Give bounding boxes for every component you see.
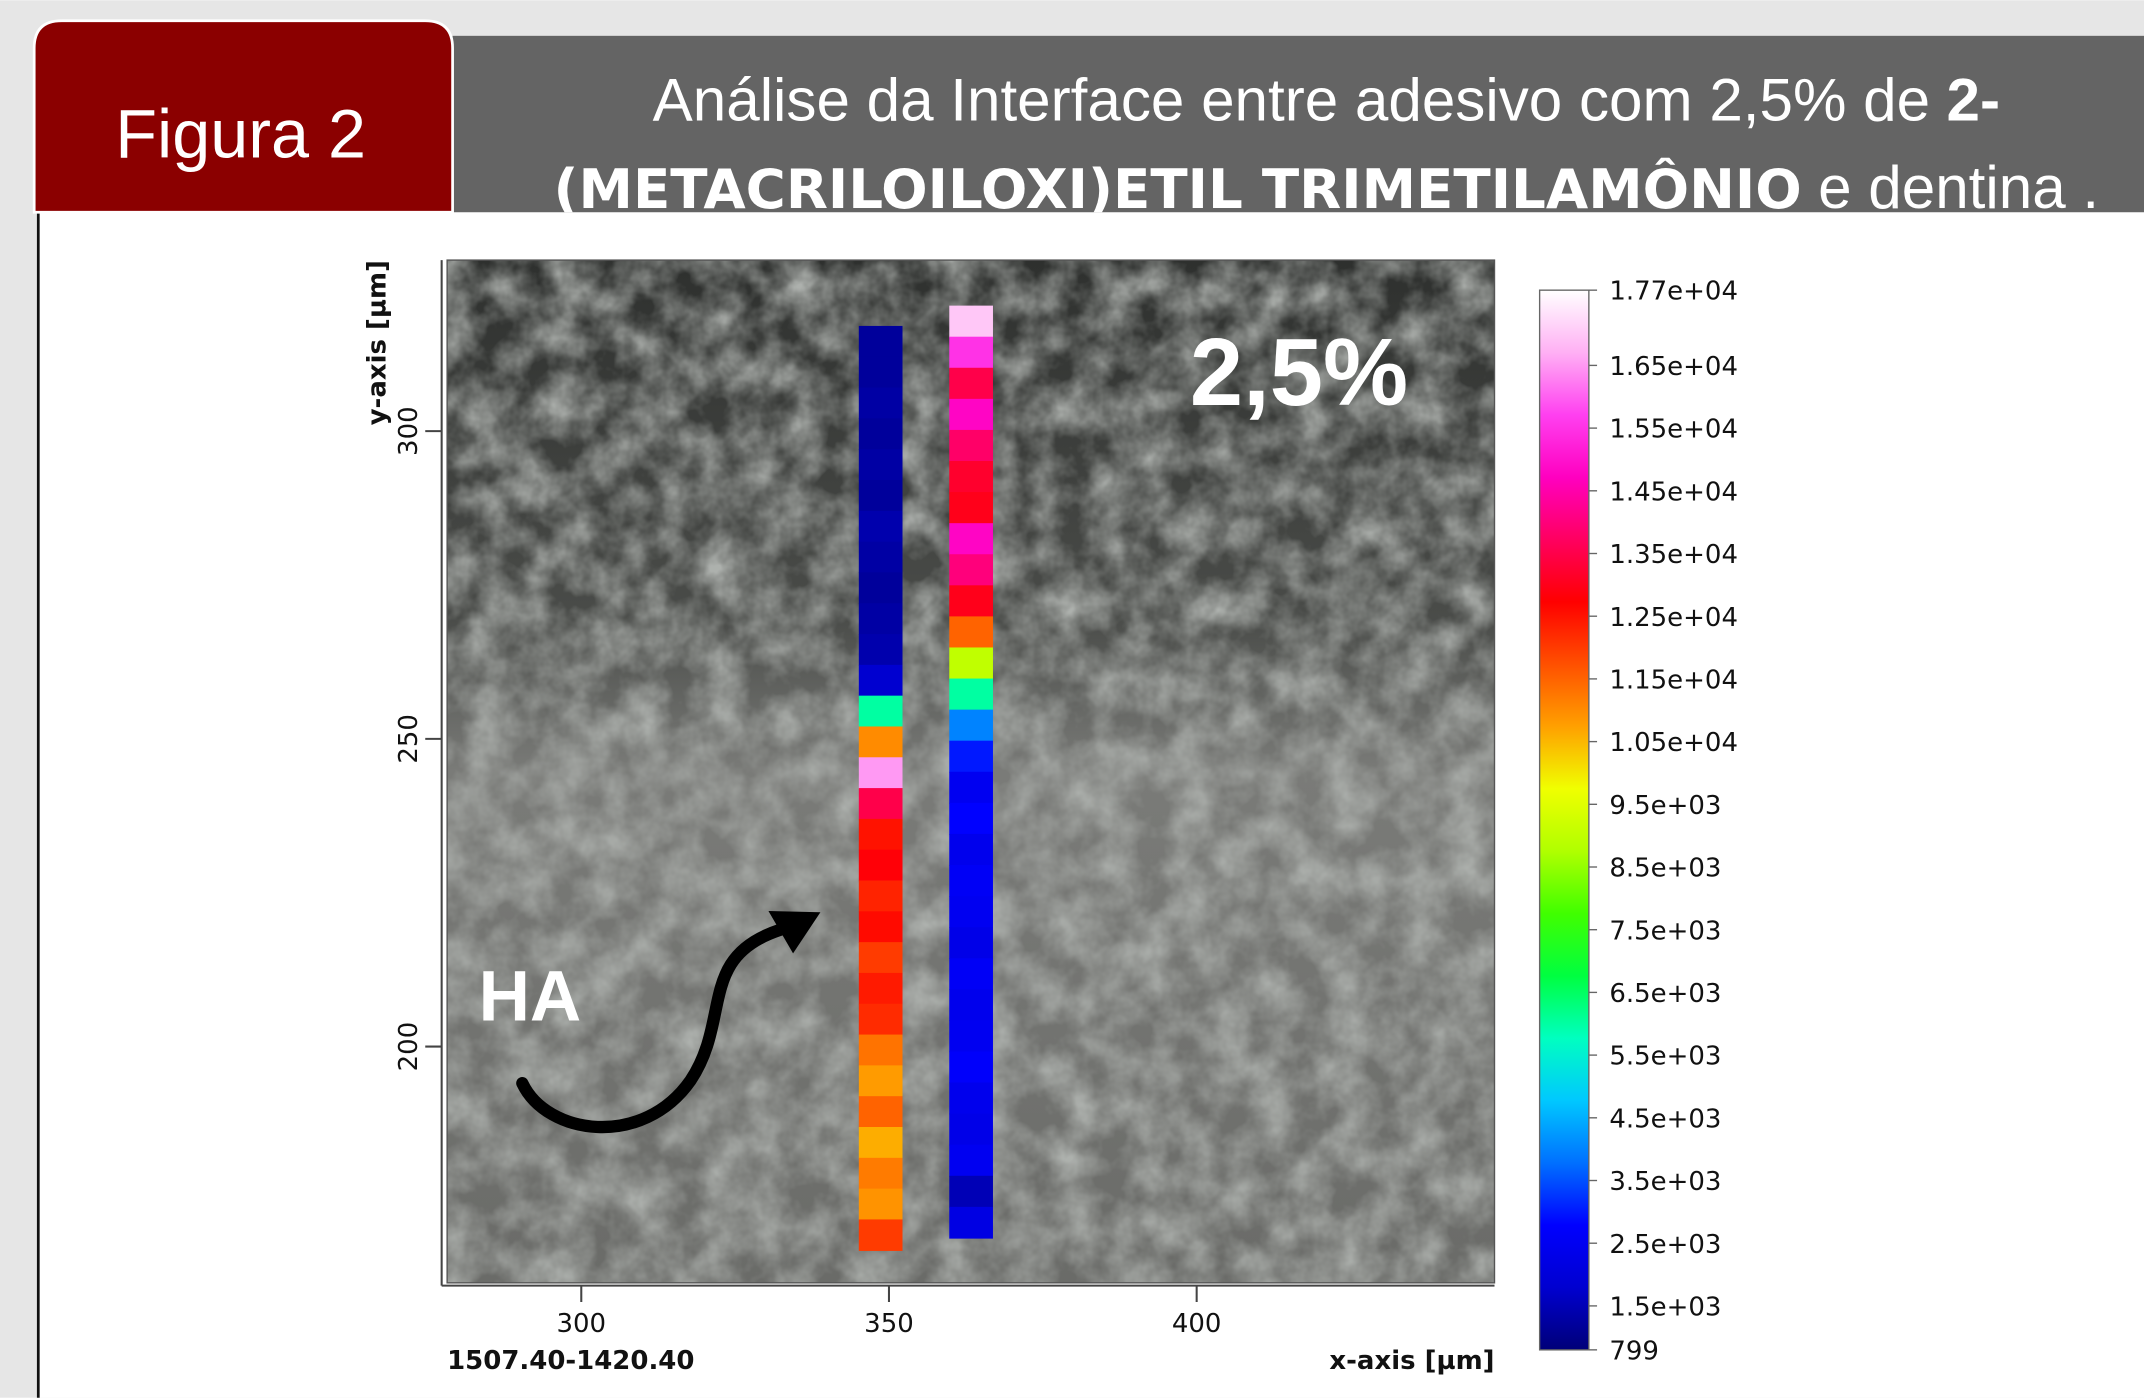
scan-segment <box>859 511 903 542</box>
annotation: HA <box>479 957 582 1036</box>
scan-segment <box>949 337 993 369</box>
scan-segment <box>949 523 993 555</box>
title-text: Análise da Interface entre adesivo com 2… <box>653 67 1930 134</box>
scan-segment <box>949 1114 993 1146</box>
scan-segment <box>859 696 903 727</box>
scan-segment <box>859 911 903 942</box>
scan-segment <box>859 1035 903 1066</box>
scan-segment <box>859 326 903 357</box>
scan-segment <box>949 958 993 990</box>
colorbar-label: 3.5e+03 <box>1609 1167 1721 1197</box>
colorbar-label: 1.05e+04 <box>1609 728 1738 758</box>
colorbar <box>1540 290 1589 1350</box>
title-text: e dentina . <box>1818 154 2099 221</box>
scan-segment <box>859 726 903 757</box>
scan-segment <box>859 665 903 696</box>
scan-segment <box>949 430 993 462</box>
title-bold: (METACRILOILOXI)ETIL TRIMETILAMÔNIO <box>554 157 1802 221</box>
scan-segment <box>859 603 903 634</box>
y-axis-label: y-axis [µm] <box>363 260 393 425</box>
scan-segment <box>949 1207 993 1239</box>
scan-segment <box>949 1145 993 1177</box>
scan-segment <box>949 679 993 711</box>
scan-segment <box>949 741 993 773</box>
scan-segment <box>859 1065 903 1096</box>
scan-segment <box>949 834 993 866</box>
scan-segment <box>859 788 903 819</box>
colorbar-label: 799 <box>1609 1336 1659 1366</box>
scan-segment <box>949 306 993 338</box>
x-tick-label: 350 <box>864 1309 914 1339</box>
colorbar-label: 6.5e+03 <box>1609 979 1721 1009</box>
scan-segment <box>949 368 993 400</box>
scan-segment <box>949 585 993 617</box>
colorbar-label: 1.15e+04 <box>1609 665 1738 695</box>
scan-segment <box>949 772 993 804</box>
scan-segment <box>859 757 903 788</box>
scan-segment <box>949 554 993 586</box>
title-line-1: Análise da Interface entre adesivo com 2… <box>653 67 2000 134</box>
x-axis-label: x-axis [µm] <box>1329 1346 1494 1376</box>
scan-segment <box>859 388 903 419</box>
colorbar-label: 1.55e+04 <box>1609 415 1738 445</box>
scan-segment <box>949 399 993 431</box>
annotation: 2,5% <box>1190 319 1408 426</box>
x-tick-label: 400 <box>1172 1309 1222 1339</box>
scan-segment <box>949 927 993 959</box>
colorbar-label: 1.65e+04 <box>1609 352 1738 382</box>
figure-label: Figura 2 <box>115 97 366 173</box>
scan-segment <box>949 647 993 679</box>
colorbar-label: 1.5e+03 <box>1609 1292 1721 1322</box>
scan-segment <box>859 1158 903 1189</box>
y-tick-label: 300 <box>394 406 424 456</box>
colorbar-label: 1.35e+04 <box>1609 540 1738 570</box>
scan-segment <box>949 896 993 928</box>
scan-segment <box>859 357 903 388</box>
scan-segment <box>859 973 903 1004</box>
x-tick-label: 300 <box>556 1309 606 1339</box>
page: Figura 2 Análise da Interface entre ades… <box>0 0 2144 1398</box>
y-tick-label: 250 <box>394 714 424 764</box>
scan-segment <box>859 1096 903 1127</box>
scan-segment <box>949 1083 993 1115</box>
scan-segment <box>859 942 903 973</box>
scan-segment <box>859 850 903 881</box>
scan-segment <box>949 865 993 897</box>
scan-segment <box>859 449 903 480</box>
colorbar-label: 2.5e+03 <box>1609 1230 1721 1260</box>
scan-segment <box>859 1189 903 1220</box>
scan-segment <box>859 542 903 573</box>
scan-segment <box>859 1219 903 1250</box>
scan-segment <box>949 1051 993 1083</box>
scan-segment <box>949 989 993 1021</box>
caption: 1507.40-1420.40 <box>447 1346 694 1376</box>
scan-segment <box>859 819 903 850</box>
colorbar-label: 9.5e+03 <box>1609 791 1721 821</box>
colorbar-label: 1.45e+04 <box>1609 477 1738 507</box>
y-tick-label: 200 <box>394 1022 424 1072</box>
scan-segment <box>949 1176 993 1208</box>
colorbar-label: 8.5e+03 <box>1609 854 1721 884</box>
scan-segment <box>949 710 993 742</box>
scan-segment <box>859 480 903 511</box>
colorbar-label: 4.5e+03 <box>1609 1104 1721 1134</box>
colorbar-label: 1.77e+04 <box>1609 277 1738 307</box>
colorbar-label: 7.5e+03 <box>1609 916 1721 946</box>
colorbar-label: 1.25e+04 <box>1609 603 1738 633</box>
scan-segment <box>949 1020 993 1052</box>
scan-segment <box>949 461 993 493</box>
scan-segment <box>859 881 903 912</box>
scan-segment <box>859 418 903 449</box>
scan-segment <box>859 572 903 603</box>
scan-segment <box>949 616 993 648</box>
scan-segment <box>949 803 993 835</box>
scan-segment <box>859 1004 903 1035</box>
scan-segment <box>859 634 903 665</box>
scan-segment <box>859 1127 903 1158</box>
scan-segment <box>949 492 993 524</box>
title-bold: 2- <box>1946 67 1999 134</box>
colorbar-label: 5.5e+03 <box>1609 1042 1721 1072</box>
